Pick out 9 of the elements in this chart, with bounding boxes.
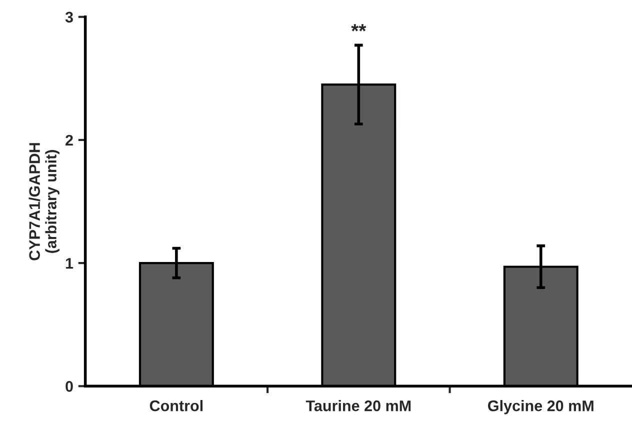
y-axis-title: CYP7A1/GAPDH (arbitrary unit) xyxy=(28,143,60,260)
annotation: ** xyxy=(351,24,366,32)
y-tick-label: 1 xyxy=(66,258,74,269)
y-tick-label: 2 xyxy=(66,134,73,146)
x-tick-label: Glycine 20 mM xyxy=(488,400,594,414)
y-tick-label: 3 xyxy=(65,12,73,23)
y-tick-label: 0 xyxy=(66,381,73,392)
x-tick-label: Control xyxy=(150,400,203,412)
x-tick-label: Taurine 20 mM xyxy=(306,400,411,412)
